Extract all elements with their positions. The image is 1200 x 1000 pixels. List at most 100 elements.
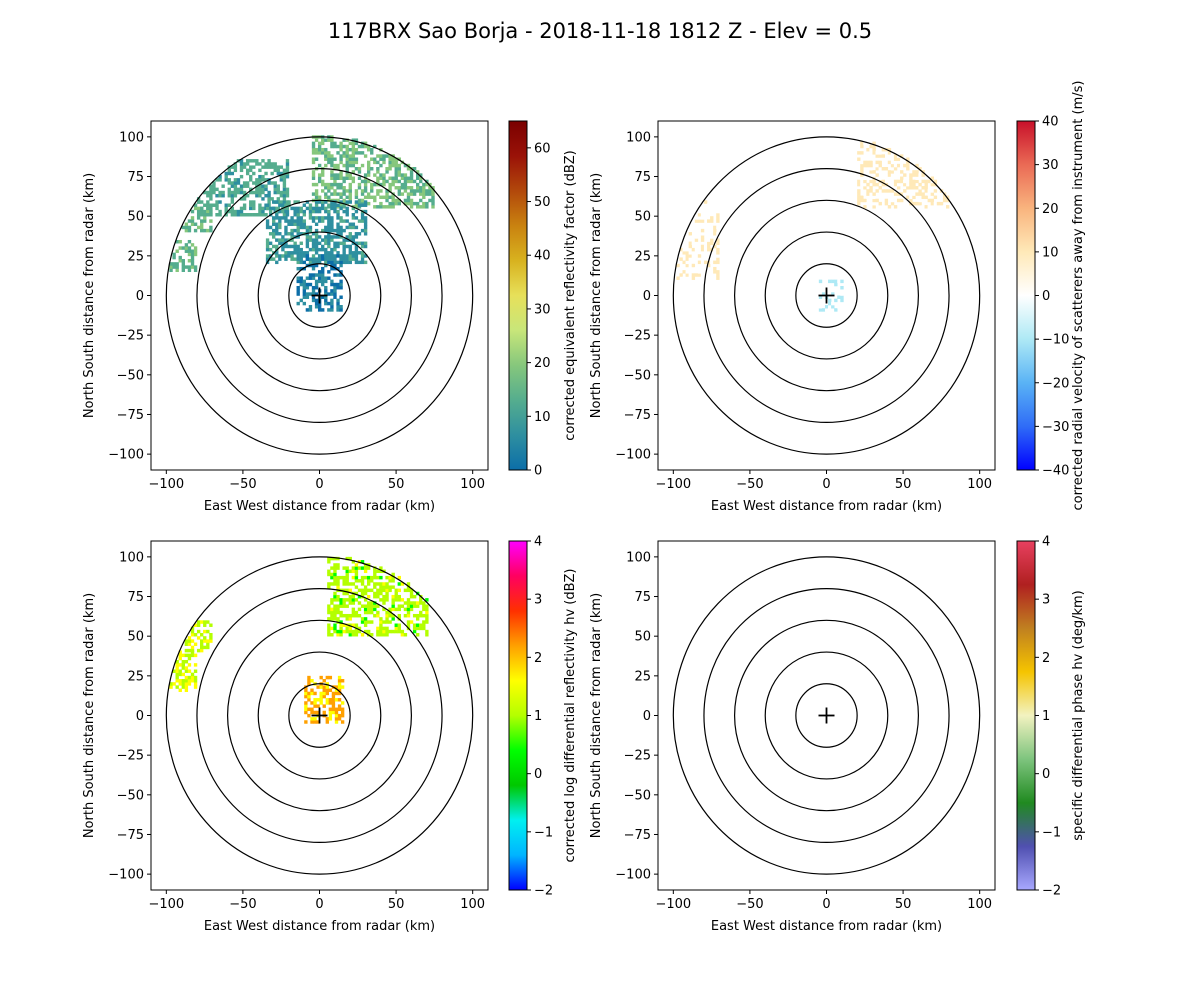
echo-cell	[406, 582, 411, 586]
echo-cell	[184, 648, 189, 653]
echo-cell	[409, 201, 414, 206]
echo-cell	[388, 620, 392, 624]
echo-cell	[190, 626, 195, 631]
echo-cell	[884, 167, 889, 171]
echo-cell	[834, 285, 838, 290]
range-ring-20km	[288, 263, 351, 328]
echo-cell	[245, 193, 250, 198]
echo-cell	[348, 247, 352, 252]
echo-cell	[860, 167, 864, 171]
echo-cell	[351, 569, 356, 574]
echo-cell	[379, 617, 383, 621]
echo-cell	[354, 613, 359, 618]
echo-cell	[866, 182, 870, 187]
echo-cell	[311, 151, 316, 155]
echo-cell	[818, 285, 823, 290]
echo-cell	[406, 613, 411, 618]
echo-cell	[322, 691, 326, 696]
echo-cell	[317, 147, 322, 152]
echo-cell	[200, 633, 204, 637]
echo-cell	[218, 174, 222, 179]
echo-cell	[193, 203, 198, 207]
echo-cell	[327, 607, 331, 612]
echo-cell	[330, 176, 334, 180]
echo-cell	[363, 173, 368, 177]
echo-cell	[327, 238, 331, 242]
echo-cell	[196, 620, 201, 624]
echo-cell	[348, 235, 352, 239]
echo-cell	[676, 270, 680, 274]
echo-cell	[278, 222, 282, 226]
echo-cell	[333, 144, 337, 149]
echo-cell	[840, 292, 844, 296]
echo-cell	[233, 178, 238, 182]
echo-cell	[363, 144, 368, 149]
echo-cell	[215, 178, 219, 182]
echo-cell	[200, 225, 204, 230]
echo-cell	[314, 244, 319, 249]
echo-cell	[351, 594, 356, 599]
echo-cell	[281, 209, 285, 214]
echo-cell	[707, 219, 711, 223]
x-tick-label: 0	[822, 897, 830, 912]
echo-cell	[227, 190, 231, 195]
echo-cell	[700, 238, 705, 242]
echo-cell	[339, 575, 343, 580]
echo-cell	[265, 225, 270, 230]
echo-cell	[272, 222, 276, 226]
echo-cell	[321, 219, 325, 223]
echo-cell	[193, 268, 198, 273]
echo-cell	[184, 639, 189, 643]
echo-cell	[336, 186, 340, 190]
echo-cell	[200, 213, 204, 217]
echo-cell	[321, 273, 325, 277]
echo-cell	[178, 682, 182, 686]
echo-cell	[388, 629, 392, 634]
echo-cell	[376, 170, 380, 174]
x-tick-label: 100	[460, 477, 485, 492]
echo-cell	[317, 279, 322, 284]
echo-cell	[394, 598, 398, 602]
echo-cell	[322, 685, 326, 689]
echo-cell	[284, 219, 288, 223]
echo-cell	[416, 182, 420, 187]
echo-cell	[345, 235, 349, 239]
echo-cell	[284, 244, 288, 249]
echo-cell	[339, 610, 343, 615]
echo-cell	[707, 244, 711, 249]
echo-cell	[327, 617, 331, 621]
echo-cell	[239, 187, 244, 192]
echo-cell	[314, 222, 319, 226]
echo-cell	[327, 582, 331, 586]
echo-cell	[242, 184, 247, 188]
echo-cell	[239, 159, 244, 163]
echo-cell	[366, 594, 371, 599]
echo-cell	[707, 203, 711, 207]
echo-cell	[224, 174, 228, 179]
echo-cell	[272, 235, 276, 239]
echo-cell	[317, 209, 322, 214]
echo-cell	[317, 179, 322, 184]
echo-cell	[397, 607, 401, 612]
echo-cell	[340, 720, 345, 724]
echo-cell	[305, 228, 310, 233]
echo-cell	[299, 266, 303, 271]
echo-cell	[921, 173, 925, 177]
echo-cell	[206, 200, 210, 204]
echo-cell	[382, 601, 386, 605]
echo-cell	[187, 259, 192, 263]
echo-cell	[679, 273, 683, 277]
echo-cell	[691, 266, 696, 271]
echo-cell	[206, 190, 210, 195]
echo-cell	[360, 575, 365, 580]
echo-cell	[293, 209, 297, 214]
echo-cell	[314, 216, 319, 220]
echo-cell	[840, 295, 844, 299]
echo-cell	[351, 235, 356, 239]
echo-cell	[321, 282, 325, 287]
echo-cell	[209, 197, 213, 201]
echo-cell	[382, 160, 386, 165]
echo-cell	[224, 203, 228, 207]
echo-cell	[379, 569, 383, 574]
echo-cell	[206, 193, 210, 198]
